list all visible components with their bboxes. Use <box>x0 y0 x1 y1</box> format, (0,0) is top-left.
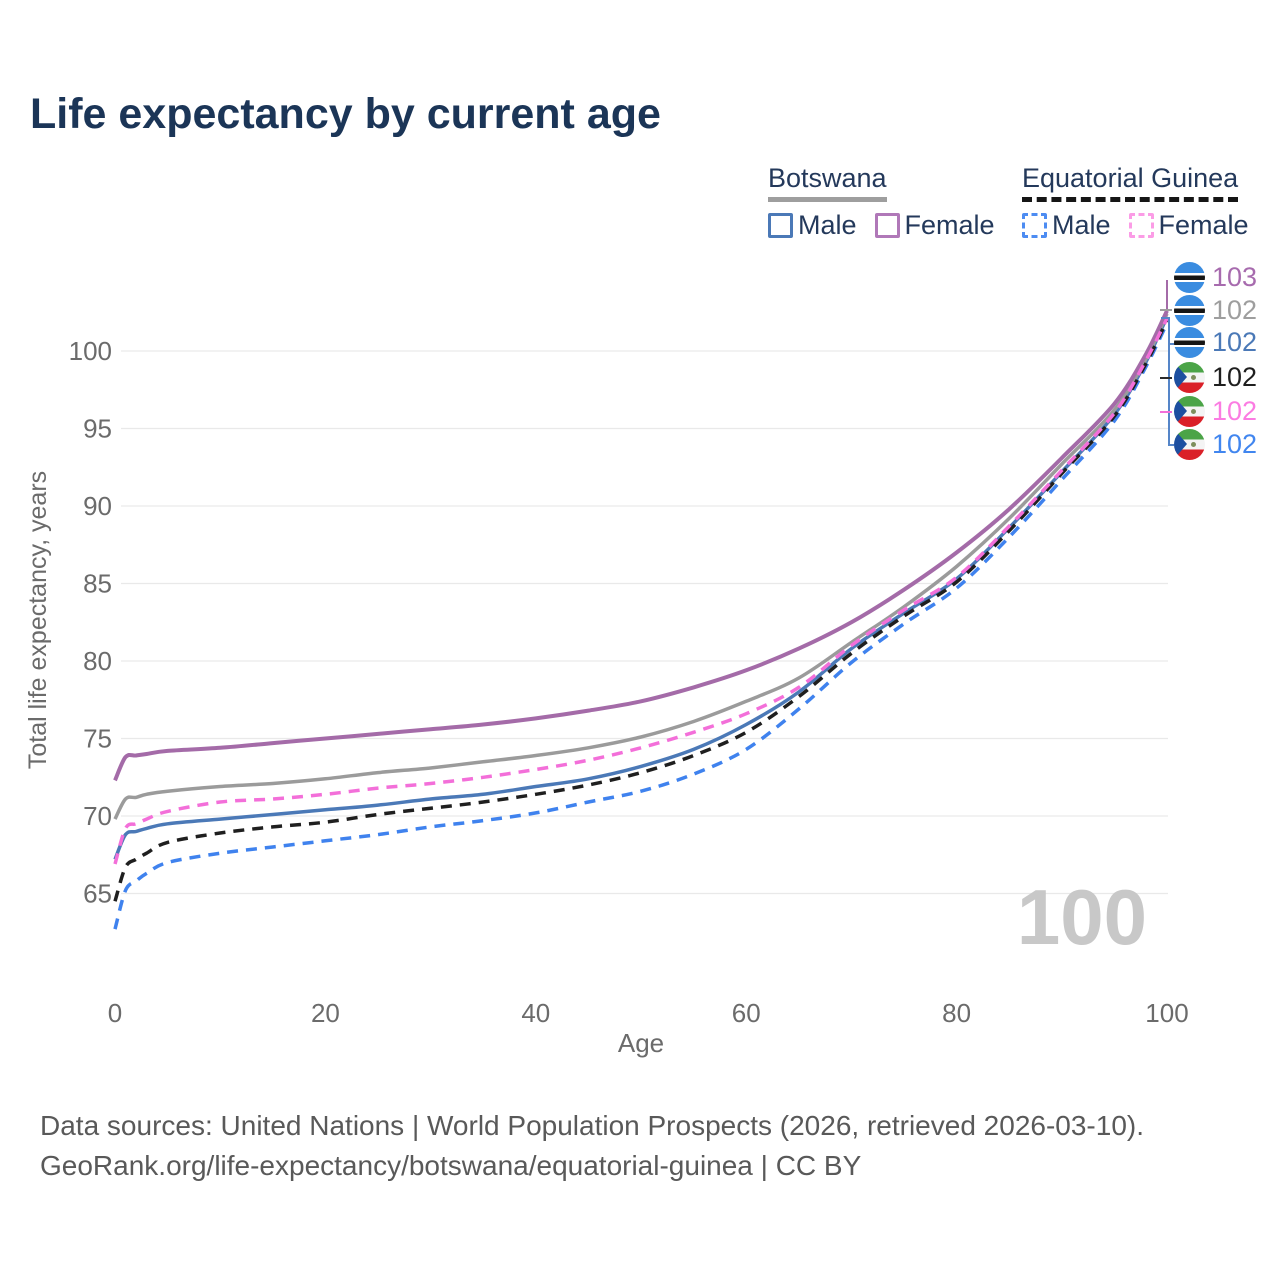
line-end-label: 102 <box>1174 295 1257 326</box>
legend-label: Male <box>798 210 857 240</box>
botswana-flag-icon <box>1174 295 1205 326</box>
svg-text:20: 20 <box>311 998 340 1028</box>
svg-text:90: 90 <box>83 491 112 521</box>
footer: Data sources: United Nations | World Pop… <box>40 1106 1144 1186</box>
equatorial-guinea-flag-icon <box>1174 429 1205 460</box>
line-end-label: 103 <box>1174 262 1257 293</box>
svg-text:60: 60 <box>732 998 761 1028</box>
legend-group-botswana: Botswana Male Female <box>768 163 995 241</box>
legend-item-equatorial-guinea-female[interactable]: Female <box>1128 210 1249 241</box>
legend-label: Female <box>1158 210 1249 240</box>
equatorial-guinea-flag-icon <box>1174 362 1205 393</box>
solid-line-swatch-icon <box>874 213 900 238</box>
legend-label: Male <box>1052 210 1111 240</box>
svg-text:80: 80 <box>83 646 112 676</box>
svg-text:0: 0 <box>108 998 122 1028</box>
legend-label: Female <box>904 210 995 240</box>
line-end-label: 102 <box>1174 396 1257 427</box>
legend-item-botswana-female[interactable]: Female <box>874 210 995 241</box>
svg-text:75: 75 <box>83 724 112 754</box>
line-end-value: 102 <box>1212 396 1258 426</box>
line-end-value: 102 <box>1212 295 1258 325</box>
legend-country-botswana[interactable]: Botswana <box>768 163 887 202</box>
botswana-flag-icon <box>1174 327 1205 358</box>
equatorial-guinea-flag-icon <box>1174 396 1205 427</box>
svg-text:80: 80 <box>942 998 971 1028</box>
svg-text:Age: Age <box>618 1028 664 1058</box>
svg-text:100: 100 <box>1145 998 1188 1028</box>
botswana-flag-icon <box>1174 262 1205 293</box>
svg-text:85: 85 <box>83 569 112 599</box>
dashed-line-swatch-icon <box>1128 213 1154 238</box>
line-end-label: 102 <box>1174 362 1257 393</box>
footer-attribution: GeoRank.org/life-expectancy/botswana/equ… <box>40 1150 862 1181</box>
svg-text:Total life expectancy, years: Total life expectancy, years <box>24 471 52 769</box>
svg-text:95: 95 <box>83 414 112 444</box>
svg-text:65: 65 <box>83 879 112 909</box>
svg-text:100: 100 <box>69 336 112 366</box>
legend-group-equatorial-guinea: Equatorial Guinea Male Female <box>1022 163 1249 241</box>
footer-data-sources: Data sources: United Nations | World Pop… <box>40 1110 1145 1141</box>
legend-item-equatorial-guinea-male[interactable]: Male <box>1022 210 1111 241</box>
page-title: Life expectancy by current age <box>30 90 661 138</box>
dashed-line-swatch-icon <box>1022 213 1047 238</box>
line-end-value: 102 <box>1212 429 1258 459</box>
line-end-value: 102 <box>1212 362 1258 392</box>
line-end-value: 102 <box>1212 327 1258 357</box>
line-end-label: 102 <box>1174 327 1257 358</box>
solid-line-swatch-icon <box>768 213 793 238</box>
line-end-value: 103 <box>1212 262 1258 292</box>
svg-text:40: 40 <box>521 998 550 1028</box>
legend-item-botswana-male[interactable]: Male <box>768 210 857 241</box>
svg-text:100: 100 <box>1017 873 1147 961</box>
svg-text:70: 70 <box>83 801 112 831</box>
line-end-label: 102 <box>1174 429 1257 460</box>
legend-country-equatorial-guinea[interactable]: Equatorial Guinea <box>1022 163 1239 202</box>
